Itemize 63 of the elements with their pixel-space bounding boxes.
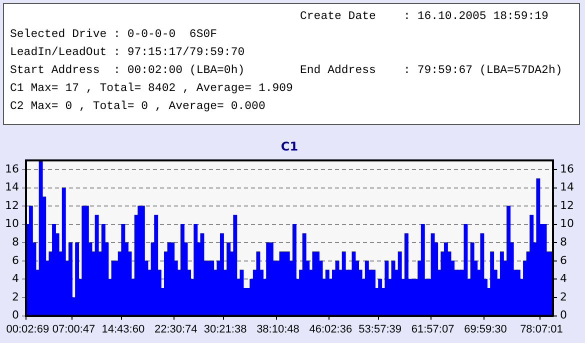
bar (194, 224, 198, 316)
y2-tick-label: 2 (560, 290, 568, 304)
bar (210, 260, 214, 316)
bar (530, 214, 534, 316)
bar (121, 224, 126, 316)
text: C2 Max= 0 , Total= 0 , Average= 0.000 (10, 100, 266, 115)
y-tick-label: 4 (12, 272, 19, 286)
x-tick-label: 53:57:39 (358, 323, 402, 336)
y-tick-label: 14 (4, 180, 19, 194)
y-tick-label: 0 (12, 308, 19, 322)
y-tick-label: 12 (4, 198, 19, 212)
bar (180, 224, 184, 316)
x-tick-label: 46:02:36 (309, 323, 352, 336)
bar (536, 178, 540, 316)
bar (28, 206, 33, 316)
bar (62, 187, 66, 316)
y2-tick-label: 8 (560, 236, 568, 249)
y2-tick-label: 4 (560, 272, 568, 286)
text: C1 Max= 17 , Total= 8402 , Average= 1.909 (10, 82, 294, 97)
bar (420, 224, 425, 316)
x-tick-label: 14:43:60 (102, 323, 145, 336)
y-tick-label: 6 (12, 254, 19, 267)
y2-tick-label: 14 (560, 180, 574, 194)
bar (68, 242, 72, 316)
x-tick-label: 78:07:01 (520, 323, 563, 336)
y2-tick-label: 10 (560, 217, 574, 230)
bar (256, 251, 260, 316)
bar (384, 260, 389, 316)
bar (372, 270, 376, 316)
bar (404, 233, 408, 316)
chart-title: C1 (280, 139, 298, 154)
text: Selected Drive : 0-0-0-0 6S0F (10, 28, 218, 43)
bar (233, 214, 238, 316)
bar (154, 214, 158, 316)
x-tick-label: 38:10:48 (256, 323, 300, 336)
text: End Address : 79:59:67 (LBA=57DA2h) (300, 64, 564, 79)
y-tick-label: 2 (12, 290, 19, 304)
y-tick-label: 10 (4, 217, 19, 230)
y-tick-label: 16 (4, 162, 19, 176)
text: Create Date : 16.10.2005 18:59:19 (300, 10, 550, 25)
bar (490, 251, 494, 316)
bar (378, 278, 382, 316)
text: Start Address : 00:02:00 (LBA=0h) (10, 64, 246, 79)
bar (506, 206, 511, 316)
bar (75, 242, 80, 316)
bar (170, 242, 175, 316)
y2-tick-label: 12 (560, 198, 574, 212)
y-tick-label: 8 (12, 236, 19, 249)
x-tick-label: 22:30:74 (154, 323, 198, 336)
x-tick-label: 69:59:30 (464, 323, 507, 336)
y2-tick-label: 0 (560, 308, 568, 322)
x-tick-label: 30:21:38 (204, 323, 247, 336)
y2-tick-label: 16 (560, 162, 574, 176)
y2-tick-label: 6 (560, 254, 568, 267)
bar (480, 233, 484, 316)
bar (220, 233, 224, 316)
x-tick-label: 61:57:07 (411, 323, 454, 336)
bar (200, 233, 204, 316)
bar (464, 224, 468, 316)
x-tick-label: 00:02:69 (6, 323, 50, 336)
text: LeadIn/LeadOut : 97:15:17/79:59:70 (10, 46, 246, 61)
x-tick-label: 07:00:47 (52, 323, 96, 336)
bar (292, 224, 296, 316)
